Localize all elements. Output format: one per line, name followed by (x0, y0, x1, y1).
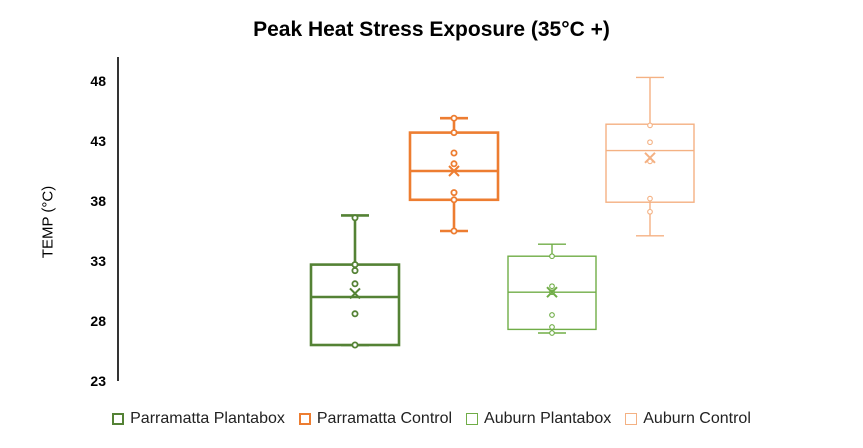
legend-item: Auburn Plantabox (466, 410, 611, 428)
box-group (309, 214, 401, 349)
data-point (549, 253, 555, 260)
data-point (351, 310, 359, 318)
data-point (450, 196, 458, 204)
data-point (351, 280, 359, 288)
data-point (647, 195, 653, 202)
legend: Parramatta Plantabox Parramatta Control Au… (0, 410, 863, 428)
mean-marker (448, 165, 460, 177)
y-tick-label: 23 (90, 373, 106, 389)
data-point (450, 129, 458, 137)
mean-marker (349, 287, 361, 300)
data-point (450, 160, 458, 168)
legend-label: Parramatta Control (316, 410, 453, 427)
legend-label: Auburn Control (643, 410, 751, 427)
y-tick-label: 28 (90, 313, 106, 329)
data-point (351, 267, 359, 275)
legend-item: Parramatta Control (298, 410, 453, 428)
legend-label: Auburn Plantabox (484, 410, 612, 427)
legend-item: Parramatta Plantabox (112, 410, 285, 428)
data-point (351, 261, 359, 269)
legend-swatch (112, 413, 125, 425)
box-iqr (309, 263, 401, 347)
y-tick-label: 38 (90, 193, 106, 209)
data-point (647, 208, 653, 215)
data-point (351, 341, 359, 349)
y-tick-labels: 23 28 33 38 43 48 (90, 73, 106, 389)
data-point (647, 122, 653, 129)
box-plot: 23 28 33 38 43 48 (90, 57, 695, 389)
box-group (605, 76, 695, 237)
data-point (450, 149, 458, 157)
legend-swatch (298, 413, 311, 425)
data-point (450, 189, 458, 197)
box-group (507, 243, 597, 336)
box-group (408, 114, 500, 235)
y-tick-label: 33 (90, 253, 106, 269)
legend-item: Auburn Control (625, 410, 751, 428)
data-point (450, 227, 458, 235)
chart-title: Peak Heat Stress Exposure (35°C +) (253, 18, 610, 41)
mean-marker (546, 286, 558, 298)
y-tick-label: 48 (90, 73, 106, 89)
data-point (549, 330, 555, 336)
legend-swatch (625, 413, 638, 425)
legend-swatch (466, 413, 479, 425)
legend-label: Parramatta Plantabox (130, 410, 285, 427)
data-point (450, 114, 458, 122)
data-point (549, 312, 555, 318)
data-point (351, 214, 359, 222)
data-point (647, 139, 653, 146)
data-point (549, 324, 555, 330)
mean-marker (644, 152, 656, 164)
y-tick-label: 43 (90, 133, 106, 149)
data-point (549, 283, 555, 290)
boxes (309, 76, 695, 349)
